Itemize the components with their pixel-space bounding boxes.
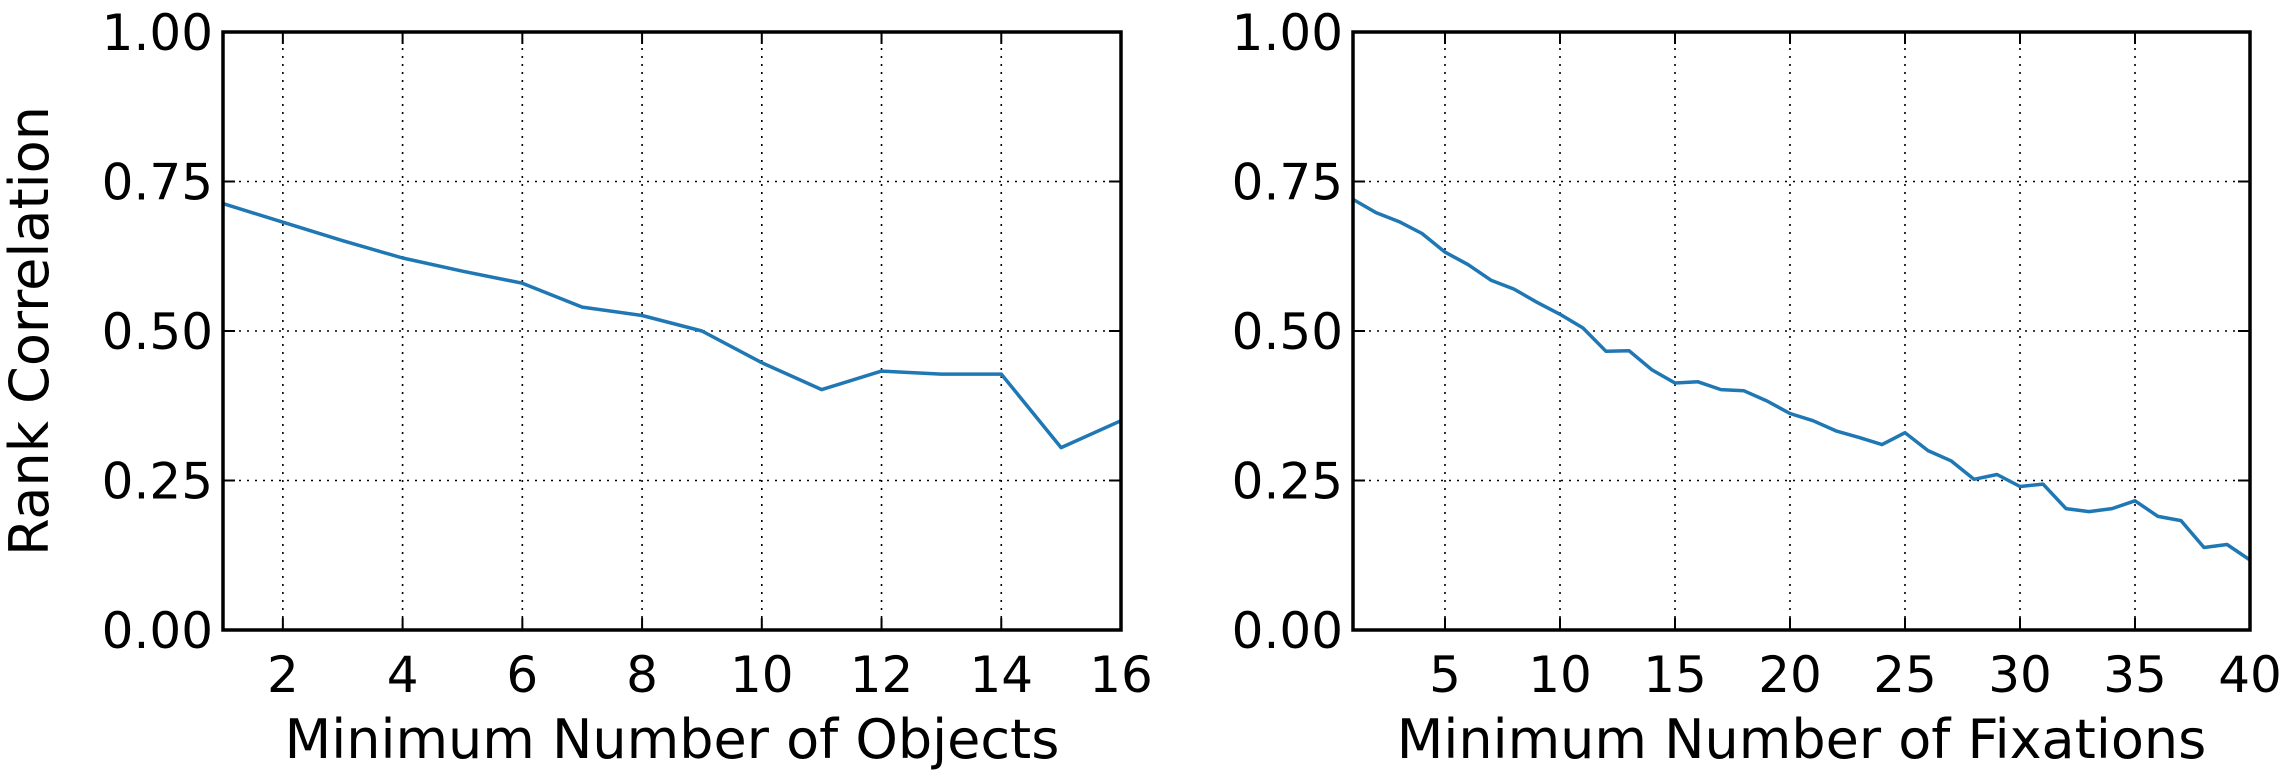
x-tick-label: 12 [850,646,914,704]
x-tick-label: 20 [1758,646,1822,704]
y-tick-label: 0.50 [1232,303,1343,361]
y-tick-label: 0.25 [1232,453,1343,511]
x-tick-label: 4 [387,646,419,704]
x-tick-label: 6 [506,646,538,704]
objects-chart-panel: 2 4 6 8 10 12 14 16 0.00 0.25 0.50 0.75 1.00 Minimum … [0,4,1153,771]
x-tick-label: 14 [969,646,1033,704]
x-tick-label: 30 [1988,646,2052,704]
y-tick-label: 0.25 [102,453,213,511]
x-tick-label: 15 [1643,646,1707,704]
y-tick-label: 0.75 [1232,154,1343,212]
y-tick-label: 0.50 [102,303,213,361]
x-tick-label: 25 [1873,646,1937,704]
x-tick-label: 2 [267,646,299,704]
data-line [1352,197,2251,562]
x-tick-label: 35 [2103,646,2167,704]
x-tick-label: 10 [730,646,794,704]
x-axis-label: Minimum Number of Fixations [1397,708,2206,771]
y-tick-label: 0.00 [1232,602,1343,660]
x-tick-label: 40 [2218,646,2282,704]
data-line [222,201,1122,450]
y-tick-label: 0.00 [102,602,213,660]
y-tick-label: 1.00 [102,4,213,62]
x-tick-label: 10 [1528,646,1592,704]
fixations-chart-panel: 5 10 15 20 25 30 35 40 0.00 0.25 0.50 0.75 1.00 Minim… [1232,4,2282,771]
x-tick-label: 8 [626,646,658,704]
y-axis-label: Rank Correlation [0,106,61,556]
x-tick-label: 16 [1089,646,1153,704]
x-tick-label: 5 [1429,646,1461,704]
y-tick-label: 1.00 [1232,4,1343,62]
y-tick-label: 0.75 [102,154,213,212]
x-axis-label: Minimum Number of Objects [285,708,1060,771]
